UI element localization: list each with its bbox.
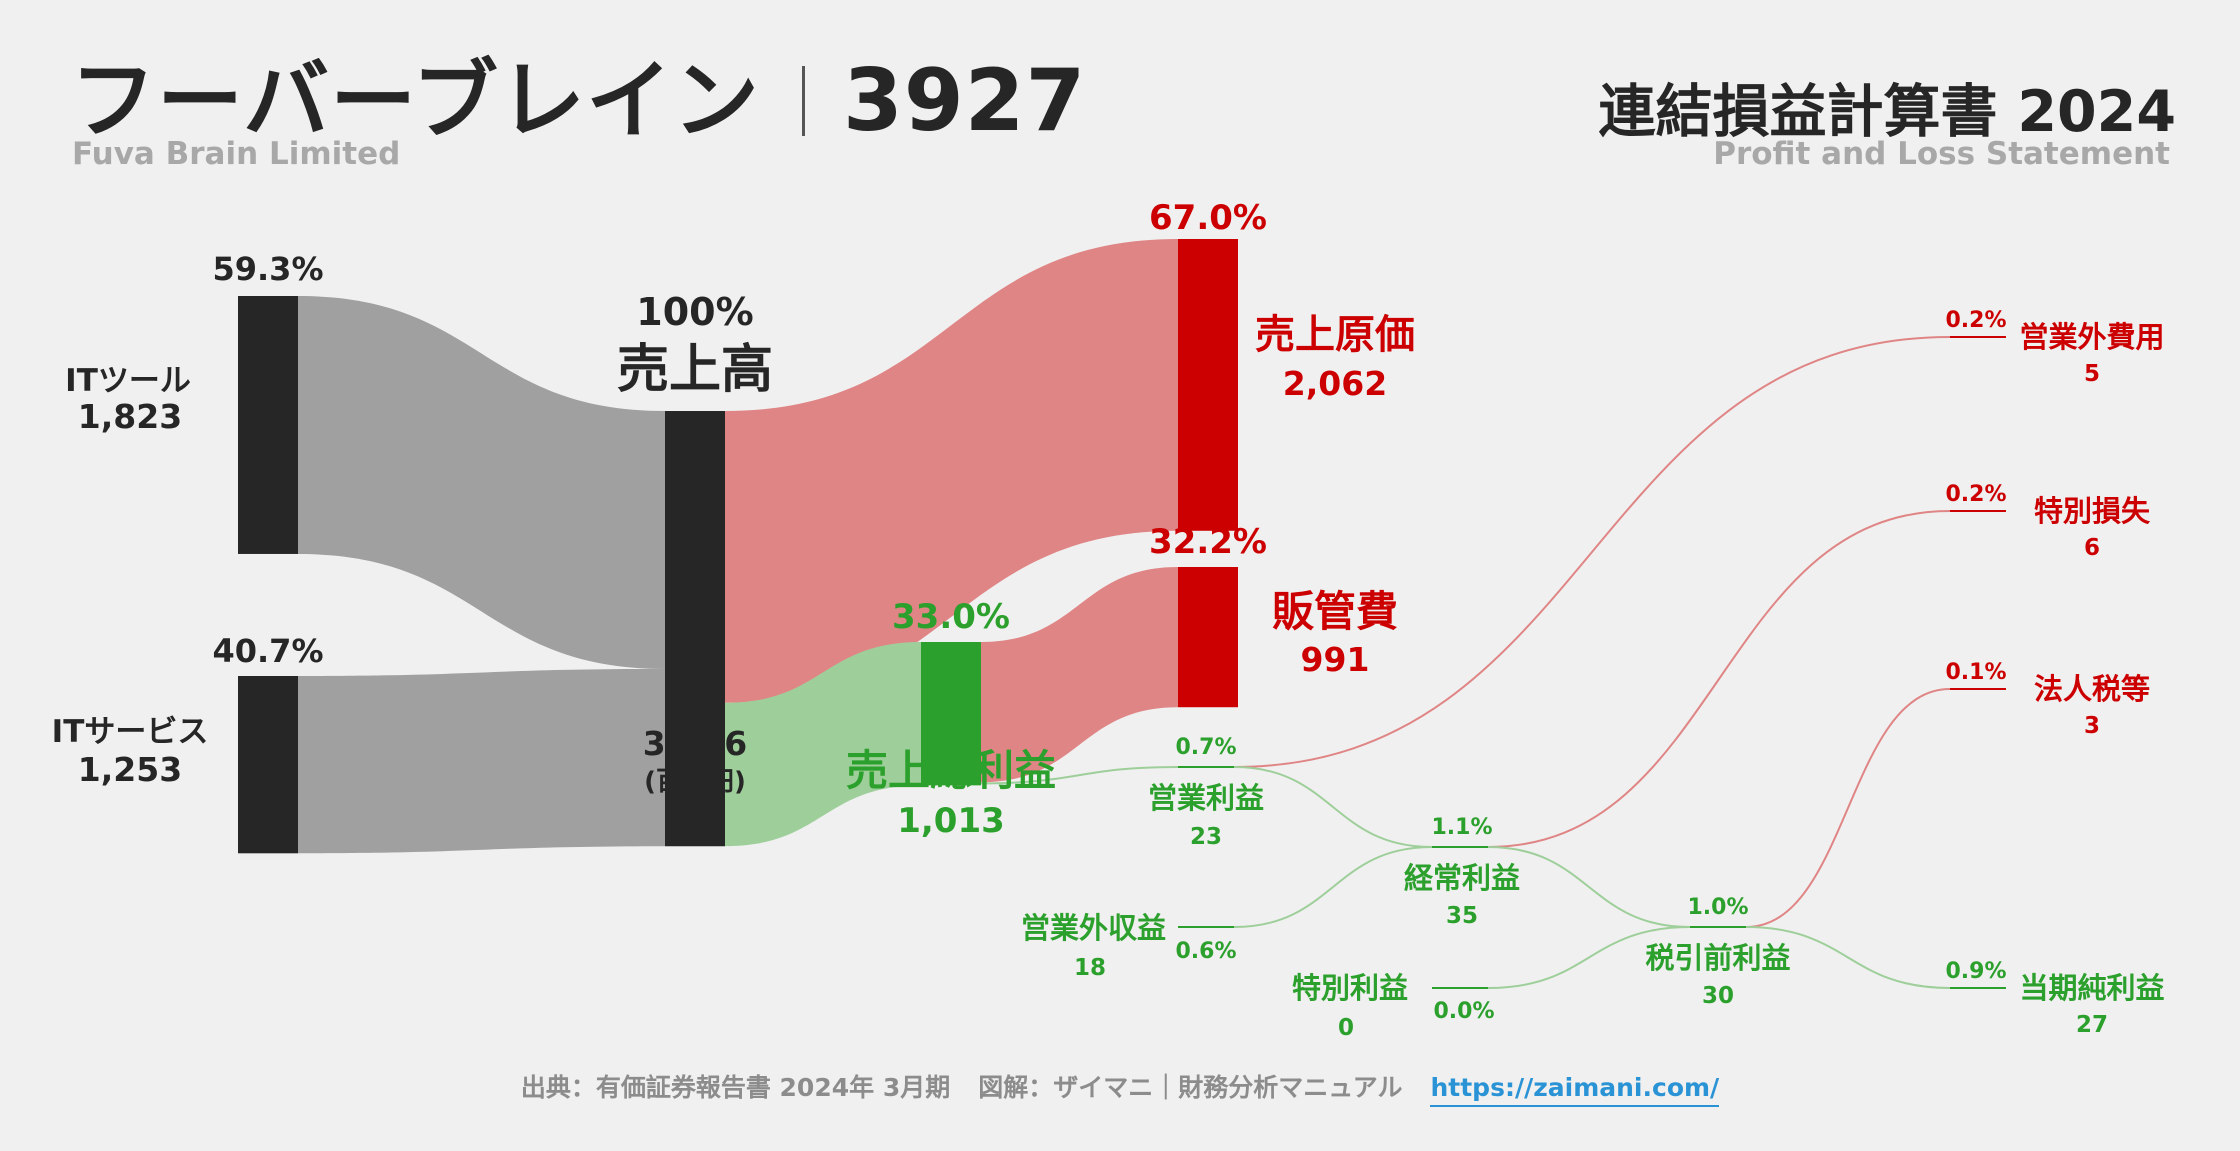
node-name-sga: 販管費 bbox=[1272, 587, 1398, 636]
node-name-non-op-income: 営業外収益 bbox=[1021, 911, 1166, 945]
flow-extraordinary-income-pretax-profit bbox=[1487, 926, 1691, 989]
node-bar-operating-profit bbox=[1178, 766, 1234, 768]
value-label-extraordinary-loss: 6 bbox=[2084, 535, 2100, 561]
unit-label: (百万円) bbox=[644, 767, 746, 797]
credit-note: 図解：ザイマニ｜財務分析マニュアル bbox=[978, 1073, 1403, 1102]
value-label-revenue: 3,076 bbox=[643, 724, 747, 763]
node-bar-pretax-profit bbox=[1690, 926, 1746, 928]
pct-label-gross-profit: 33.0% bbox=[892, 597, 1010, 637]
flow-it-tools-revenue bbox=[298, 296, 665, 669]
pct-label-net-income: 0.9% bbox=[1945, 959, 2006, 984]
node-bar-income-tax bbox=[1950, 688, 2006, 690]
node-bar-net-income bbox=[1950, 987, 2006, 989]
node-bar-extraordinary-loss bbox=[1950, 510, 2006, 512]
node-bar-gross-profit bbox=[921, 642, 981, 786]
company-title: フーバーブレイン 3927 bbox=[70, 30, 1086, 155]
node-bar-ordinary-profit bbox=[1432, 846, 1488, 848]
pct-label-cogs: 67.0% bbox=[1149, 198, 1267, 238]
value-label-pretax-profit: 30 bbox=[1702, 983, 1734, 1009]
node-name-non-op-expense: 営業外費用 bbox=[2019, 320, 2164, 354]
node-bar-non-op-income bbox=[1178, 926, 1234, 928]
title-divider bbox=[801, 66, 805, 136]
source-note: 出典：有価証券報告書 2024年 3月期 bbox=[520, 1073, 951, 1102]
pct-label-sga: 32.2% bbox=[1149, 522, 1267, 562]
flow-ordinary-profit-extraordinary-loss bbox=[1487, 510, 1951, 848]
node-name-extraordinary-income: 特別利益 bbox=[1292, 971, 1408, 1005]
value-label-extraordinary-income: 0 bbox=[1338, 1015, 1354, 1041]
node-name-income-tax: 法人税等 bbox=[2034, 672, 2150, 706]
value-label-net-income: 27 bbox=[2076, 1012, 2108, 1038]
statement-title: 連結損益計算書 2024 bbox=[1598, 79, 2177, 145]
pct-label-extraordinary-income: 0.0% bbox=[1433, 999, 1494, 1024]
node-bar-it-services bbox=[238, 676, 298, 854]
flow-revenue-gross-profit bbox=[725, 642, 921, 847]
value-label-it-tools: 1,823 bbox=[78, 397, 182, 436]
pct-label-ordinary-profit: 1.1% bbox=[1431, 815, 1492, 840]
pct-label-non-op-income: 0.6% bbox=[1175, 939, 1236, 964]
value-label-non-op-income: 18 bbox=[1074, 955, 1106, 981]
node-bar-extraordinary-income bbox=[1432, 987, 1488, 989]
pct-label-it-tools: 59.3% bbox=[212, 250, 323, 288]
value-label-ordinary-profit: 35 bbox=[1446, 903, 1478, 929]
node-name-extraordinary-loss: 特別損失 bbox=[2034, 494, 2151, 528]
pct-label-revenue: 100% bbox=[636, 290, 753, 334]
value-label-income-tax: 3 bbox=[2084, 713, 2100, 739]
node-name-revenue: 売上高 bbox=[617, 340, 773, 400]
flow-operating-profit-ordinary-profit bbox=[1233, 766, 1433, 848]
value-label-gross-profit: 1,013 bbox=[897, 801, 1005, 841]
node-bar-sga bbox=[1178, 567, 1238, 708]
pct-label-operating-profit: 0.7% bbox=[1175, 735, 1236, 760]
stock-code: 3927 bbox=[842, 51, 1087, 151]
flow-pretax-profit-net-income bbox=[1745, 926, 1951, 989]
node-name-pretax-profit: 税引前利益 bbox=[1645, 941, 1790, 975]
value-label-non-op-expense: 5 bbox=[2084, 361, 2100, 387]
value-label-cogs: 2,062 bbox=[1283, 364, 1387, 403]
company-name: フーバーブレイン bbox=[70, 51, 760, 151]
value-label-sga: 991 bbox=[1301, 640, 1370, 679]
flow-gross-profit-operating-profit bbox=[980, 766, 1179, 785]
node-bar-non-op-expense bbox=[1950, 336, 2006, 338]
value-label-it-services: 1,253 bbox=[78, 750, 182, 789]
node-name-it-services: ITサービス bbox=[52, 714, 209, 750]
flow-it-services-revenue bbox=[298, 668, 665, 854]
pct-label-non-op-expense: 0.2% bbox=[1945, 308, 2006, 333]
flow-operating-profit-non-op-expense bbox=[1233, 336, 1951, 768]
node-name-gross-profit: 売上総利益 bbox=[846, 746, 1056, 795]
company-name-en: Fuva Brain Limited bbox=[72, 136, 401, 172]
node-bar-it-tools bbox=[238, 296, 298, 554]
node-bar-revenue bbox=[665, 411, 725, 847]
node-name-net-income: 当期純利益 bbox=[2019, 971, 2164, 1005]
pct-label-it-services: 40.7% bbox=[212, 632, 323, 670]
node-name-ordinary-profit: 経常利益 bbox=[1404, 861, 1520, 895]
pct-label-extraordinary-loss: 0.2% bbox=[1945, 482, 2006, 507]
footer: 出典：有価証券報告書 2024年 3月期 図解：ザイマニ｜財務分析マニュアル htt… bbox=[0, 1068, 2240, 1107]
flow-gross-profit-sga bbox=[981, 567, 1178, 783]
flow-pretax-profit-income-tax bbox=[1745, 688, 1951, 928]
node-bar-cogs bbox=[1178, 239, 1238, 531]
source-link[interactable]: https://zaimani.com/ bbox=[1430, 1073, 1720, 1107]
value-label-operating-profit: 23 bbox=[1190, 824, 1222, 850]
flow-ordinary-profit-pretax-profit bbox=[1487, 846, 1691, 928]
pct-label-pretax-profit: 1.0% bbox=[1687, 895, 1748, 920]
node-name-operating-profit: 営業利益 bbox=[1148, 781, 1264, 815]
flow-revenue-cogs bbox=[725, 239, 1178, 703]
node-name-it-tools: ITツール bbox=[65, 363, 191, 399]
pct-label-income-tax: 0.1% bbox=[1945, 660, 2006, 685]
statement-subtitle: Profit and Loss Statement bbox=[1713, 136, 2170, 172]
flow-non-op-income-ordinary-profit bbox=[1233, 846, 1433, 928]
node-name-cogs: 売上原価 bbox=[1255, 312, 1415, 358]
